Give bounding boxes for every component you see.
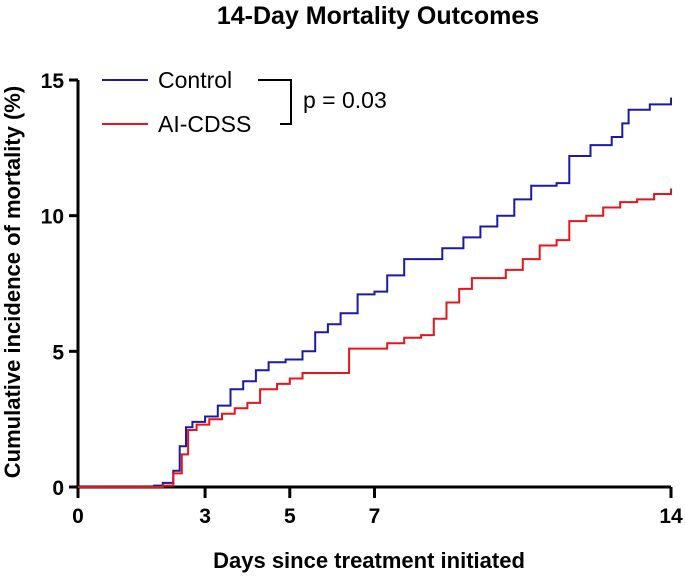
y-tick-label: 10 [41,206,64,229]
y-axis-label: Cumulative incidence of mortality (%) [0,86,25,478]
legend-label-ai-cdss: AI-CDSS [158,111,251,137]
x-tick-label: 5 [284,505,296,528]
x-tick-label: 7 [369,505,381,528]
x-tick-label: 0 [72,505,84,528]
x-tick-label: 14 [659,505,683,528]
chart-title: 14-Day Mortality Outcomes [217,2,539,30]
y-tick-label: 15 [41,70,65,93]
y-ticks: 0 5 10 15 [41,70,78,500]
series-line-ai_cdss [78,188,672,488]
series-layer [78,97,672,488]
x-axis-label: Days since treatment initiated [213,548,525,573]
x-tick-label: 3 [199,505,211,528]
y-tick-label: 0 [52,477,64,500]
significance-bracket [258,79,292,125]
series-line-control [78,97,672,488]
y-tick-label: 5 [52,341,64,364]
axes [76,80,671,489]
legend-label-control: Control [158,67,232,93]
p-value-annotation: p = 0.03 [303,87,387,113]
legend: Control AI-CDSS p = 0.03 [102,67,387,137]
x-ticks: 0 3 5 7 14 [72,487,683,528]
